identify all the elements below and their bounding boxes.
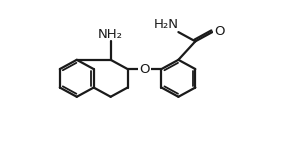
Text: O: O <box>214 25 224 38</box>
Text: O: O <box>139 63 150 76</box>
Text: H₂N: H₂N <box>154 18 178 31</box>
Text: NH₂: NH₂ <box>98 28 123 41</box>
